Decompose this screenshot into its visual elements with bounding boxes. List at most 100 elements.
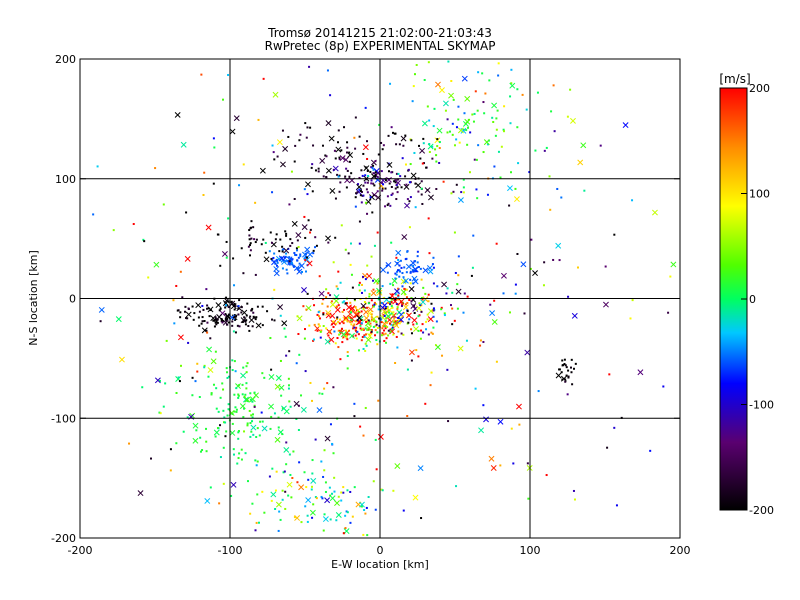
data-point <box>246 362 249 365</box>
data-point <box>235 315 238 318</box>
data-point <box>354 328 357 331</box>
data-point <box>339 181 342 184</box>
data-point <box>359 190 362 193</box>
data-point <box>382 183 385 186</box>
data-point <box>222 98 225 101</box>
data-point <box>358 289 361 292</box>
data-point <box>389 204 392 207</box>
data-point <box>216 427 219 430</box>
data-point <box>281 129 284 132</box>
data-point <box>235 410 238 413</box>
data-point <box>495 242 498 245</box>
data-point <box>397 178 400 181</box>
data-point <box>450 192 453 195</box>
data-point <box>216 321 219 324</box>
data-point <box>235 387 238 390</box>
data-point <box>329 423 332 426</box>
data-point <box>303 257 306 260</box>
data-point <box>453 231 456 234</box>
data-point <box>303 337 306 340</box>
data-point <box>409 163 412 166</box>
y-axis-ticks: -200 -100 0 100 200 <box>51 53 680 545</box>
data-point <box>304 259 307 262</box>
data-point <box>427 333 430 336</box>
data-point <box>253 404 256 407</box>
data-point <box>492 120 495 123</box>
data-point-x <box>524 349 531 356</box>
data-point <box>351 286 354 289</box>
data-point <box>281 248 284 251</box>
y-tick-label: 100 <box>55 173 76 186</box>
data-point-x <box>154 377 161 384</box>
data-point-x <box>261 425 268 432</box>
data-point-x <box>240 372 247 379</box>
data-point <box>249 398 252 401</box>
data-point <box>248 409 251 412</box>
data-point <box>377 308 380 311</box>
data-point <box>237 305 240 308</box>
data-point <box>468 171 471 174</box>
data-point-x <box>281 259 288 265</box>
data-point <box>374 438 377 441</box>
data-point <box>327 334 330 337</box>
data-point <box>358 311 361 314</box>
data-point-x <box>491 319 498 325</box>
data-point <box>248 234 251 237</box>
data-point <box>479 344 482 347</box>
data-point <box>272 151 275 154</box>
data-point <box>377 298 380 301</box>
data-point <box>405 288 408 291</box>
data-point <box>307 219 310 222</box>
data-point <box>341 301 344 304</box>
data-point-x <box>137 490 144 497</box>
data-point <box>264 241 267 244</box>
data-point <box>351 320 354 323</box>
data-point <box>403 287 406 290</box>
data-point <box>231 369 234 372</box>
data-point <box>181 296 184 299</box>
data-point <box>92 213 95 216</box>
data-point <box>364 333 367 336</box>
data-point <box>312 503 315 506</box>
data-point <box>455 183 458 186</box>
data-point <box>271 467 274 470</box>
data-point <box>364 406 367 409</box>
x-tick-label: 0 <box>377 544 384 557</box>
data-point <box>210 393 213 396</box>
data-point <box>367 302 370 305</box>
data-point-x <box>335 146 342 153</box>
data-point <box>364 278 367 281</box>
data-point <box>285 232 288 235</box>
data-point <box>396 262 399 265</box>
data-point <box>510 171 513 174</box>
data-point <box>510 68 513 71</box>
chart-subtitle: RwPretec (8p) EXPERIMENTAL SKYMAP <box>265 39 496 53</box>
data-point <box>225 256 228 259</box>
data-point <box>389 322 392 325</box>
data-point <box>319 317 322 320</box>
data-point <box>285 268 288 271</box>
data-point <box>312 252 315 255</box>
data-point <box>268 250 271 253</box>
data-point <box>287 262 290 265</box>
data-point <box>284 490 287 493</box>
data-point <box>340 224 343 227</box>
data-point-x <box>195 302 202 309</box>
data-point <box>220 318 223 321</box>
data-point <box>404 175 407 178</box>
data-point <box>430 371 433 374</box>
data-point <box>246 422 249 425</box>
data-point <box>356 183 359 186</box>
data-point <box>384 311 387 314</box>
data-point <box>366 191 369 194</box>
data-point <box>199 450 202 453</box>
data-point <box>286 259 289 262</box>
data-point <box>406 414 409 417</box>
data-point <box>451 122 454 125</box>
data-point <box>321 392 324 395</box>
data-point <box>281 250 284 253</box>
data-point <box>328 486 331 489</box>
data-point-x <box>513 196 520 203</box>
data-point-x <box>305 181 311 188</box>
data-point <box>365 506 368 509</box>
